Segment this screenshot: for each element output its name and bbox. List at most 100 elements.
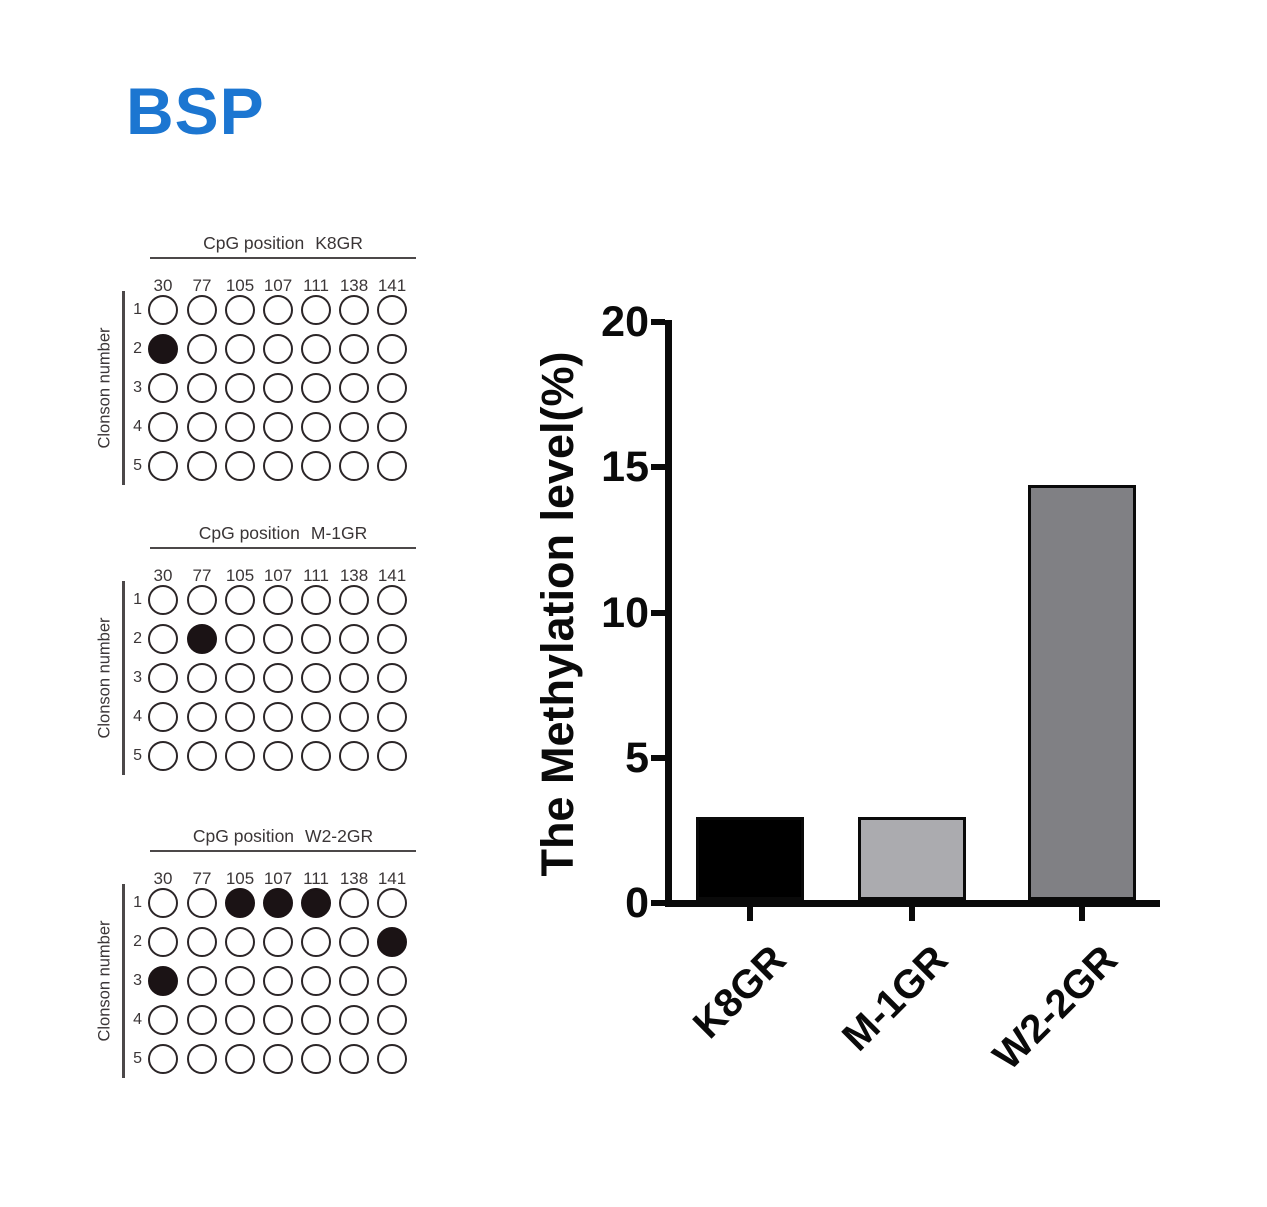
cpg-position-header: 30 bbox=[153, 276, 173, 295]
clone-row-label: 5 bbox=[133, 1050, 142, 1067]
cpg-circle-m-1gr-clone4-pos30-unmethylated bbox=[148, 702, 178, 732]
cpg-circle-m-1gr-clone2-pos105-unmethylated bbox=[225, 624, 255, 654]
clone-row-label: 3 bbox=[133, 972, 142, 989]
clone-row-label: 5 bbox=[133, 457, 142, 474]
cpg-circle-w2-2gr-clone2-pos141-methylated bbox=[377, 927, 407, 957]
cpg-circle-m-1gr-clone2-pos107-unmethylated bbox=[263, 624, 293, 654]
cpg-position-header: 107 bbox=[263, 276, 293, 295]
cpg-circle-w2-2gr-clone3-pos111-unmethylated bbox=[301, 966, 331, 996]
cpg-circle-m-1gr-clone3-pos107-unmethylated bbox=[263, 663, 293, 693]
cpg-circle-w2-2gr-clone5-pos138-unmethylated bbox=[339, 1044, 369, 1074]
row-axis-line bbox=[122, 581, 125, 775]
y-tick-10 bbox=[651, 610, 665, 616]
cpg-circle-m-1gr-clone5-pos77-unmethylated bbox=[187, 741, 217, 771]
cpg-position-header: 107 bbox=[263, 566, 293, 585]
cpg-circle-w2-2gr-clone2-pos77-unmethylated bbox=[187, 927, 217, 957]
cpg-circle-k8gr-clone2-pos30-methylated bbox=[148, 334, 178, 364]
y-tick-label-5: 5 bbox=[625, 734, 649, 782]
row-axis-line bbox=[122, 291, 125, 485]
row-axis-label: Clonson number bbox=[95, 920, 114, 1042]
cpg-circle-w2-2gr-clone1-pos30-unmethylated bbox=[148, 888, 178, 918]
cpg-circle-w2-2gr-clone5-pos107-unmethylated bbox=[263, 1044, 293, 1074]
cpg-position-header: 138 bbox=[339, 566, 369, 585]
x-axis bbox=[665, 900, 1160, 907]
cpg-circle-k8gr-clone4-pos138-unmethylated bbox=[339, 412, 369, 442]
cpg-circle-m-1gr-clone3-pos111-unmethylated bbox=[301, 663, 331, 693]
row-axis-label: Clonson number bbox=[95, 327, 114, 449]
cpg-circle-k8gr-clone2-pos141-unmethylated bbox=[377, 334, 407, 364]
clone-row-label: 1 bbox=[133, 894, 142, 911]
panel-title-underline bbox=[150, 850, 416, 852]
panel-title: CpG position M-1GR bbox=[150, 522, 416, 544]
y-tick-15 bbox=[651, 464, 665, 470]
cpg-circle-k8gr-clone1-pos107-unmethylated bbox=[263, 295, 293, 325]
cpg-circle-m-1gr-clone5-pos111-unmethylated bbox=[301, 741, 331, 771]
y-tick-20 bbox=[651, 319, 665, 325]
panel-title-underline bbox=[150, 257, 416, 259]
cpg-panel-m-1gr: CpG position M-1GR Clonson number 30 77 105… bbox=[85, 522, 430, 794]
cpg-circle-w2-2gr-clone4-pos107-unmethylated bbox=[263, 1005, 293, 1035]
x-tick-w2-2gr bbox=[1079, 907, 1085, 921]
x-category-label-k8gr: K8GR bbox=[684, 937, 795, 1047]
cpg-circle-w2-2gr-clone5-pos111-unmethylated bbox=[301, 1044, 331, 1074]
cpg-circle-m-1gr-clone1-pos77-unmethylated bbox=[187, 585, 217, 615]
cpg-circle-k8gr-clone5-pos30-unmethylated bbox=[148, 451, 178, 481]
clone-row-label: 2 bbox=[133, 630, 142, 647]
cpg-circle-k8gr-clone1-pos138-unmethylated bbox=[339, 295, 369, 325]
cpg-circle-k8gr-clone3-pos30-unmethylated bbox=[148, 373, 178, 403]
cpg-circle-m-1gr-clone4-pos77-unmethylated bbox=[187, 702, 217, 732]
panel-title: CpG position K8GR bbox=[150, 232, 416, 254]
cpg-circle-m-1gr-clone2-pos141-unmethylated bbox=[377, 624, 407, 654]
cpg-circle-m-1gr-clone4-pos105-unmethylated bbox=[225, 702, 255, 732]
cpg-circle-m-1gr-clone5-pos141-unmethylated bbox=[377, 741, 407, 771]
cpg-circle-w2-2gr-clone3-pos77-unmethylated bbox=[187, 966, 217, 996]
cpg-circle-m-1gr-clone4-pos141-unmethylated bbox=[377, 702, 407, 732]
cpg-circle-m-1gr-clone4-pos107-unmethylated bbox=[263, 702, 293, 732]
cpg-circle-w2-2gr-clone2-pos111-unmethylated bbox=[301, 927, 331, 957]
cpg-position-header: 111 bbox=[303, 276, 329, 295]
cpg-circle-k8gr-clone3-pos111-unmethylated bbox=[301, 373, 331, 403]
cpg-circle-m-1gr-clone5-pos30-unmethylated bbox=[148, 741, 178, 771]
y-axis bbox=[665, 320, 672, 907]
cpg-circle-m-1gr-clone2-pos111-unmethylated bbox=[301, 624, 331, 654]
row-axis-label: Clonson number bbox=[95, 617, 114, 739]
cpg-circle-w2-2gr-clone5-pos30-unmethylated bbox=[148, 1044, 178, 1074]
cpg-circle-k8gr-clone3-pos141-unmethylated bbox=[377, 373, 407, 403]
cpg-position-header: 30 bbox=[153, 566, 173, 585]
cpg-circle-k8gr-clone4-pos105-unmethylated bbox=[225, 412, 255, 442]
cpg-circle-w2-2gr-clone4-pos30-unmethylated bbox=[148, 1005, 178, 1035]
panel-sample-name: W2-2GR bbox=[305, 826, 374, 846]
clone-row-label: 2 bbox=[133, 340, 142, 357]
cpg-position-header: 141 bbox=[377, 869, 407, 888]
cpg-circle-k8gr-clone1-pos111-unmethylated bbox=[301, 295, 331, 325]
x-tick-k8gr bbox=[747, 907, 753, 921]
cpg-circle-w2-2gr-clone2-pos105-unmethylated bbox=[225, 927, 255, 957]
x-category-label-m-1gr: M-1GR bbox=[834, 937, 957, 1060]
cpg-circle-k8gr-clone4-pos30-unmethylated bbox=[148, 412, 178, 442]
cpg-circle-m-1gr-clone3-pos30-unmethylated bbox=[148, 663, 178, 693]
cpg-circle-w2-2gr-clone4-pos77-unmethylated bbox=[187, 1005, 217, 1035]
cpg-circle-w2-2gr-clone1-pos111-methylated bbox=[301, 888, 331, 918]
cpg-circle-m-1gr-clone1-pos105-unmethylated bbox=[225, 585, 255, 615]
cpg-circle-w2-2gr-clone5-pos105-unmethylated bbox=[225, 1044, 255, 1074]
cpg-panel-w2-2gr: CpG position W2-2GR Clonson number 30 77 10… bbox=[85, 825, 430, 1097]
cpg-circle-m-1gr-clone1-pos141-unmethylated bbox=[377, 585, 407, 615]
panel-title-underline bbox=[150, 547, 416, 549]
cpg-circle-w2-2gr-clone1-pos141-unmethylated bbox=[377, 888, 407, 918]
cpg-circle-m-1gr-clone1-pos107-unmethylated bbox=[263, 585, 293, 615]
figure-title: BSP bbox=[126, 74, 265, 148]
cpg-circle-k8gr-clone2-pos77-unmethylated bbox=[187, 334, 217, 364]
clone-row-label: 1 bbox=[133, 591, 142, 608]
cpg-position-header: 141 bbox=[377, 276, 407, 295]
cpg-circle-k8gr-clone2-pos105-unmethylated bbox=[225, 334, 255, 364]
cpg-circle-w2-2gr-clone4-pos138-unmethylated bbox=[339, 1005, 369, 1035]
cpg-circle-k8gr-clone5-pos105-unmethylated bbox=[225, 451, 255, 481]
cpg-circle-m-1gr-clone5-pos107-unmethylated bbox=[263, 741, 293, 771]
cpg-circle-w2-2gr-clone1-pos77-unmethylated bbox=[187, 888, 217, 918]
cpg-circle-m-1gr-clone2-pos138-unmethylated bbox=[339, 624, 369, 654]
cpg-panel-k8gr: CpG position K8GR Clonson number 30 77 105 1… bbox=[85, 232, 430, 504]
cpg-circle-k8gr-clone5-pos111-unmethylated bbox=[301, 451, 331, 481]
cpg-circle-w2-2gr-clone2-pos107-unmethylated bbox=[263, 927, 293, 957]
cpg-circle-m-1gr-clone1-pos138-unmethylated bbox=[339, 585, 369, 615]
